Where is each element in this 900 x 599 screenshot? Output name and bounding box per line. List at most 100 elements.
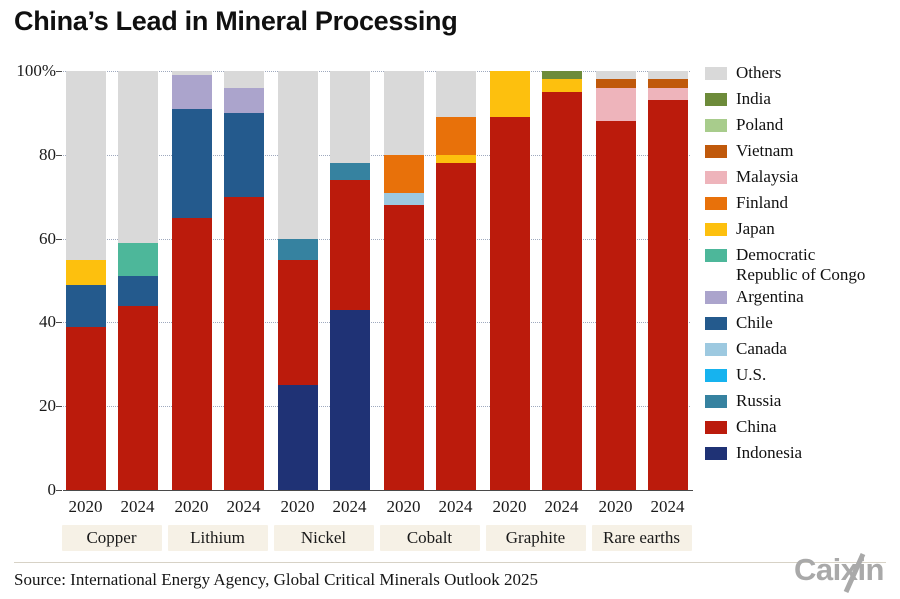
legend-item-u-s[interactable]: U.S. [705, 365, 895, 387]
bar-segment-india [541, 71, 582, 80]
bar-segment-vietnam [595, 79, 636, 88]
bar-segment-chile [171, 108, 212, 218]
legend-swatch-icon [705, 93, 727, 106]
group-label: Nickel [300, 528, 347, 547]
legend-item-japan[interactable]: Japan [705, 219, 895, 241]
legend-swatch-icon [705, 291, 727, 304]
bar-segment-chile [223, 112, 264, 197]
legend-item-democratic[interactable]: Democratic Republic of Congo [705, 245, 895, 284]
legend-item-russia[interactable]: Russia [705, 391, 895, 413]
x-axis: 2020 2024 2020 2024 2020 2024 2020 2024 2020 2024… [61, 492, 692, 554]
y-tick-mark [56, 490, 62, 491]
gridline [63, 71, 690, 72]
legend-label: Chile [736, 313, 773, 332]
legend-label: Others [736, 63, 782, 82]
legend-swatch-icon [705, 119, 727, 132]
legend-item-indonesia[interactable]: Indonesia [705, 443, 895, 465]
x-tick-label-2020: 2020 [386, 497, 421, 516]
legend-label: Poland [736, 115, 784, 134]
y-tick-label: 40 [39, 312, 56, 332]
legend-item-finland[interactable]: Finland [705, 193, 895, 215]
legend-swatch-icon [705, 421, 727, 434]
bar-segment-china [117, 305, 158, 490]
bar-segment-vietnam [647, 79, 688, 88]
legend-label: Canada [736, 339, 787, 358]
group-label: Lithium [190, 528, 245, 547]
bar-segment-others [595, 71, 636, 80]
legend-swatch-icon [705, 395, 727, 408]
group-band-lithium: Lithium [167, 525, 268, 551]
logo-part-x: x [840, 552, 858, 587]
bar-segment-argentina [223, 87, 264, 113]
axis-baseline [63, 490, 693, 491]
legend-label: Finland [736, 193, 788, 212]
bar-segment-chile [117, 276, 158, 306]
group-band-cobalt: Cobalt [379, 525, 480, 551]
bar-segment-finland [383, 154, 424, 193]
legend-item-others[interactable]: Others [705, 63, 895, 85]
logo-part-1: Cai [793, 552, 841, 587]
legend: Others India Poland Vietnam Malaysia Finland J… [705, 63, 895, 469]
group-band-copper: Copper [61, 525, 162, 551]
gridline [63, 154, 690, 156]
legend-label: Argentina [736, 287, 804, 306]
x-tick-label-2024: 2024 [120, 497, 155, 516]
x-tick-label-2024: 2024 [438, 497, 473, 516]
bar-segment-others [329, 71, 370, 164]
legend-swatch-icon [705, 343, 727, 356]
footer-divider [14, 562, 886, 563]
bar-segment-others [65, 71, 106, 260]
bar-segment-china [223, 196, 264, 490]
bar-segment-finland [435, 117, 476, 155]
legend-item-canada[interactable]: Canada [705, 339, 895, 361]
y-tick-label: 100% [16, 61, 56, 80]
y-tick-mark [56, 238, 62, 240]
x-tick-label-2024: 2024 [226, 497, 261, 516]
legend-label: U.S. [736, 365, 767, 384]
legend-label: China [736, 417, 777, 436]
bar-segment-china [647, 100, 688, 490]
legend-swatch-icon [705, 369, 727, 382]
group-label: Graphite [505, 528, 566, 547]
bar-segment-others [383, 71, 424, 155]
legend-item-india[interactable]: India [705, 89, 895, 111]
legend-item-poland[interactable]: Poland [705, 115, 895, 137]
bar-segment-china [329, 179, 370, 310]
legend-item-china[interactable]: China [705, 417, 895, 439]
gridline [63, 238, 690, 240]
bar-segment-indonesia [329, 309, 370, 490]
legend-label: Indonesia [736, 443, 803, 462]
legend-swatch-icon [705, 447, 727, 460]
group-band-graphite: Graphite [485, 525, 586, 551]
x-tick-label-2024: 2024 [332, 497, 367, 516]
y-tick-mark [56, 154, 62, 156]
x-tick-label-2020: 2020 [68, 497, 103, 516]
legend-item-chile[interactable]: Chile [705, 313, 895, 335]
bar-segment-indonesia [277, 385, 318, 490]
legend-swatch-icon [705, 67, 727, 80]
legend-item-vietnam[interactable]: Vietnam [705, 141, 895, 163]
bar-segment-china [595, 121, 636, 490]
y-tick-label: 60 [39, 228, 56, 248]
bar-segment-japan [489, 71, 530, 118]
bar-segment-malaysia [647, 87, 688, 101]
legend-label: Japan [736, 219, 775, 238]
bar-segment-others [435, 71, 476, 118]
bar-segment-others [171, 71, 212, 76]
group-band-rare-earths: Rare earths [591, 525, 692, 551]
legend-item-malaysia[interactable]: Malaysia [705, 167, 895, 189]
y-tick-label: 0 [47, 480, 57, 499]
x-tick-label-2020: 2020 [492, 497, 527, 516]
bar-segment-democratic-republic-of-congo [117, 242, 158, 277]
plot-area [63, 71, 690, 491]
legend-label: Malaysia [736, 167, 799, 186]
bar-segment-chile [65, 284, 106, 327]
legend-item-argentina[interactable]: Argentina [705, 287, 895, 309]
y-tick-label: 20 [39, 396, 56, 416]
y-tick-mark [56, 322, 62, 324]
bar-segment-others [277, 71, 318, 239]
legend-swatch-icon [705, 223, 727, 236]
legend-label: India [736, 89, 771, 108]
legend-label: Russia [736, 391, 782, 410]
bar-segment-argentina [171, 75, 212, 109]
